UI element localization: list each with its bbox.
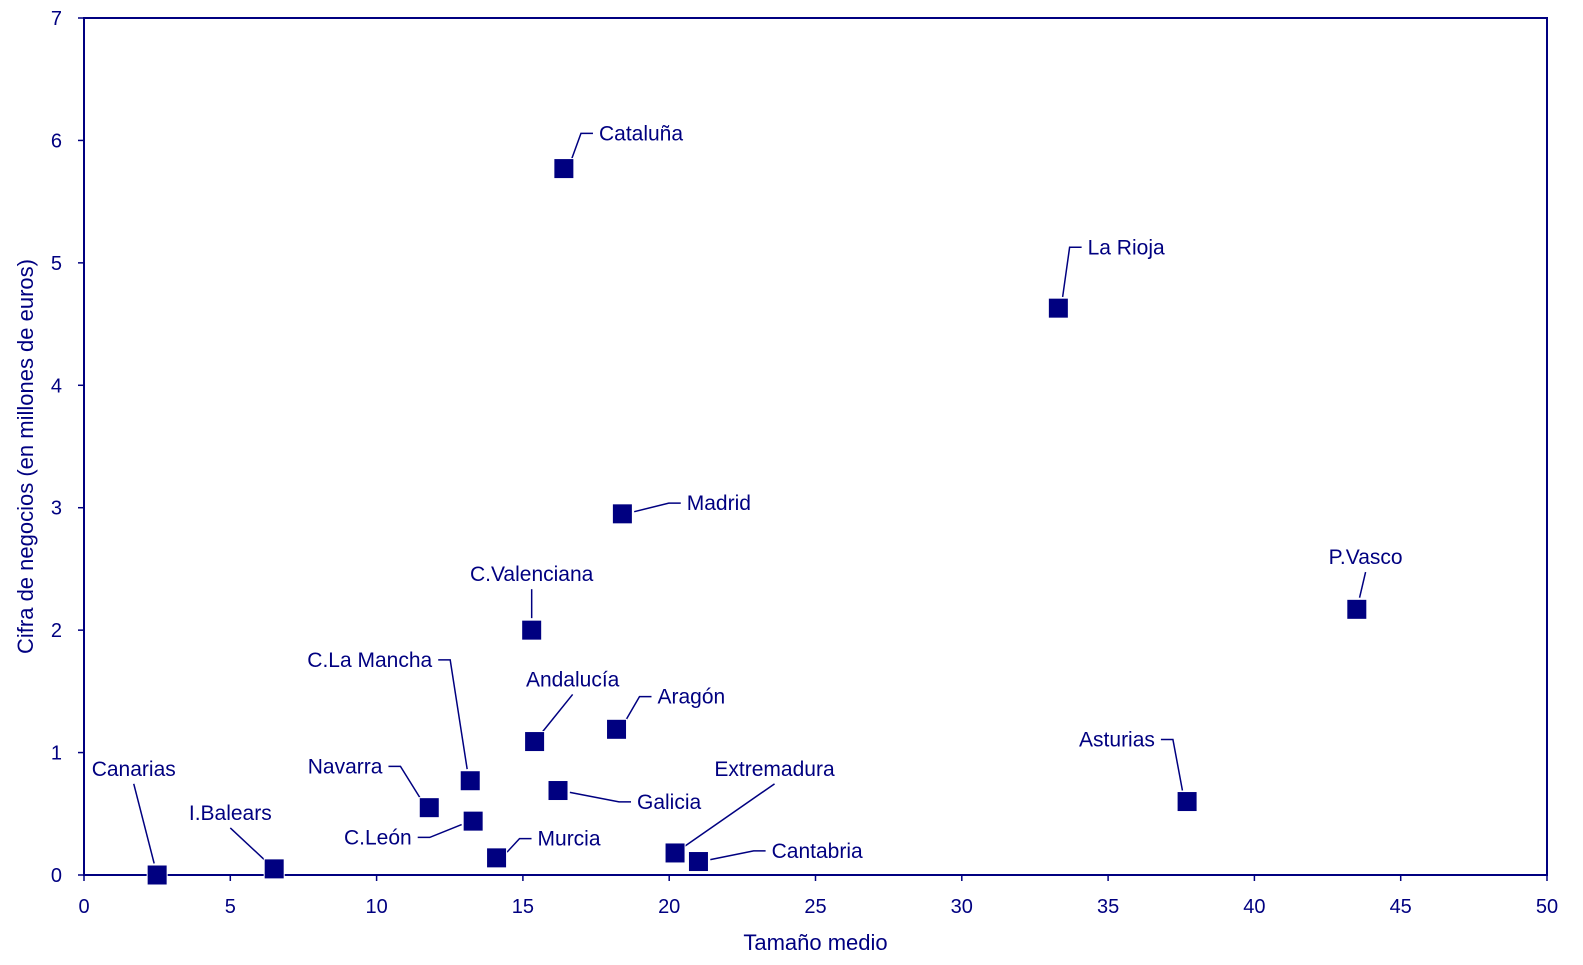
data-point xyxy=(521,619,543,641)
data-point xyxy=(547,780,569,802)
point-label: C.Valenciana xyxy=(470,563,594,586)
leader-line xyxy=(133,783,155,864)
point-label: Extremadura xyxy=(714,758,835,781)
point-label: I.Balears xyxy=(189,802,272,825)
x-tick-label: 30 xyxy=(951,896,973,918)
leader-line xyxy=(1061,246,1082,298)
y-tick-label: 6 xyxy=(51,130,62,152)
data-point xyxy=(263,858,285,880)
point-label: Navarra xyxy=(308,755,383,778)
leader-line xyxy=(570,132,593,160)
x-tick-label: 20 xyxy=(658,896,680,918)
data-point xyxy=(1047,297,1069,319)
plot-area-frame xyxy=(83,17,1548,876)
point-label: Aragón xyxy=(657,686,725,709)
leader-line xyxy=(1358,571,1367,598)
y-axis-title: Cifra de negocios (en millones de euros) xyxy=(13,259,38,654)
y-tick-label: 1 xyxy=(51,743,62,765)
point-label: P.Vasco xyxy=(1329,546,1403,569)
y-tick-label: 5 xyxy=(51,253,62,275)
data-point xyxy=(1346,598,1368,620)
data-point xyxy=(459,770,481,792)
leader-line xyxy=(388,765,422,800)
x-tick-label: 35 xyxy=(1097,896,1119,918)
data-point xyxy=(462,810,484,832)
leader-line xyxy=(229,827,266,862)
x-tick-label: 25 xyxy=(804,896,826,918)
x-axis-title: Tamaño medio xyxy=(743,930,887,955)
point-label: Murcia xyxy=(538,828,601,851)
point-label: Asturias xyxy=(1079,728,1155,751)
x-tick-label: 5 xyxy=(225,896,236,918)
x-tick-label: 50 xyxy=(1536,896,1558,918)
x-tick-label: 10 xyxy=(365,896,387,918)
x-tick-label: 0 xyxy=(78,896,89,918)
y-tick-label: 4 xyxy=(51,375,62,397)
x-tick-label: 15 xyxy=(512,896,534,918)
leader-line xyxy=(569,791,632,803)
leader-line xyxy=(624,695,652,722)
x-tick-label: 45 xyxy=(1390,896,1412,918)
y-tick-label: 3 xyxy=(51,498,62,520)
y-tick-label: 0 xyxy=(51,865,62,887)
point-label: Madrid xyxy=(687,492,751,515)
point-label: Andalucía xyxy=(526,668,620,691)
leader-line xyxy=(541,693,574,733)
leader-line xyxy=(417,823,462,839)
data-point xyxy=(553,158,575,180)
data-point xyxy=(524,731,546,753)
leader-line xyxy=(634,502,681,513)
data-point xyxy=(611,503,633,525)
leader-line xyxy=(1160,738,1184,791)
point-label: C.La Mancha xyxy=(307,649,432,672)
point-label: C.León xyxy=(344,826,412,849)
leader-line xyxy=(506,837,532,853)
point-label: Canarias xyxy=(92,758,176,781)
point-label: Cantabria xyxy=(772,840,863,863)
data-point xyxy=(606,718,628,740)
point-label: Cataluña xyxy=(599,122,683,145)
leader-line xyxy=(684,783,775,847)
data-point xyxy=(664,842,686,864)
point-label: La Rioja xyxy=(1088,236,1165,259)
data-point xyxy=(687,851,709,873)
data-point xyxy=(418,797,440,819)
leader-line xyxy=(438,659,468,770)
y-tick-label: 7 xyxy=(51,8,62,30)
data-point xyxy=(486,847,508,869)
x-tick-label: 40 xyxy=(1243,896,1265,918)
data-point xyxy=(1176,791,1198,813)
data-point xyxy=(146,864,168,886)
leader-line xyxy=(710,850,766,861)
point-label: Galicia xyxy=(637,791,702,814)
y-tick-label: 2 xyxy=(51,620,62,642)
